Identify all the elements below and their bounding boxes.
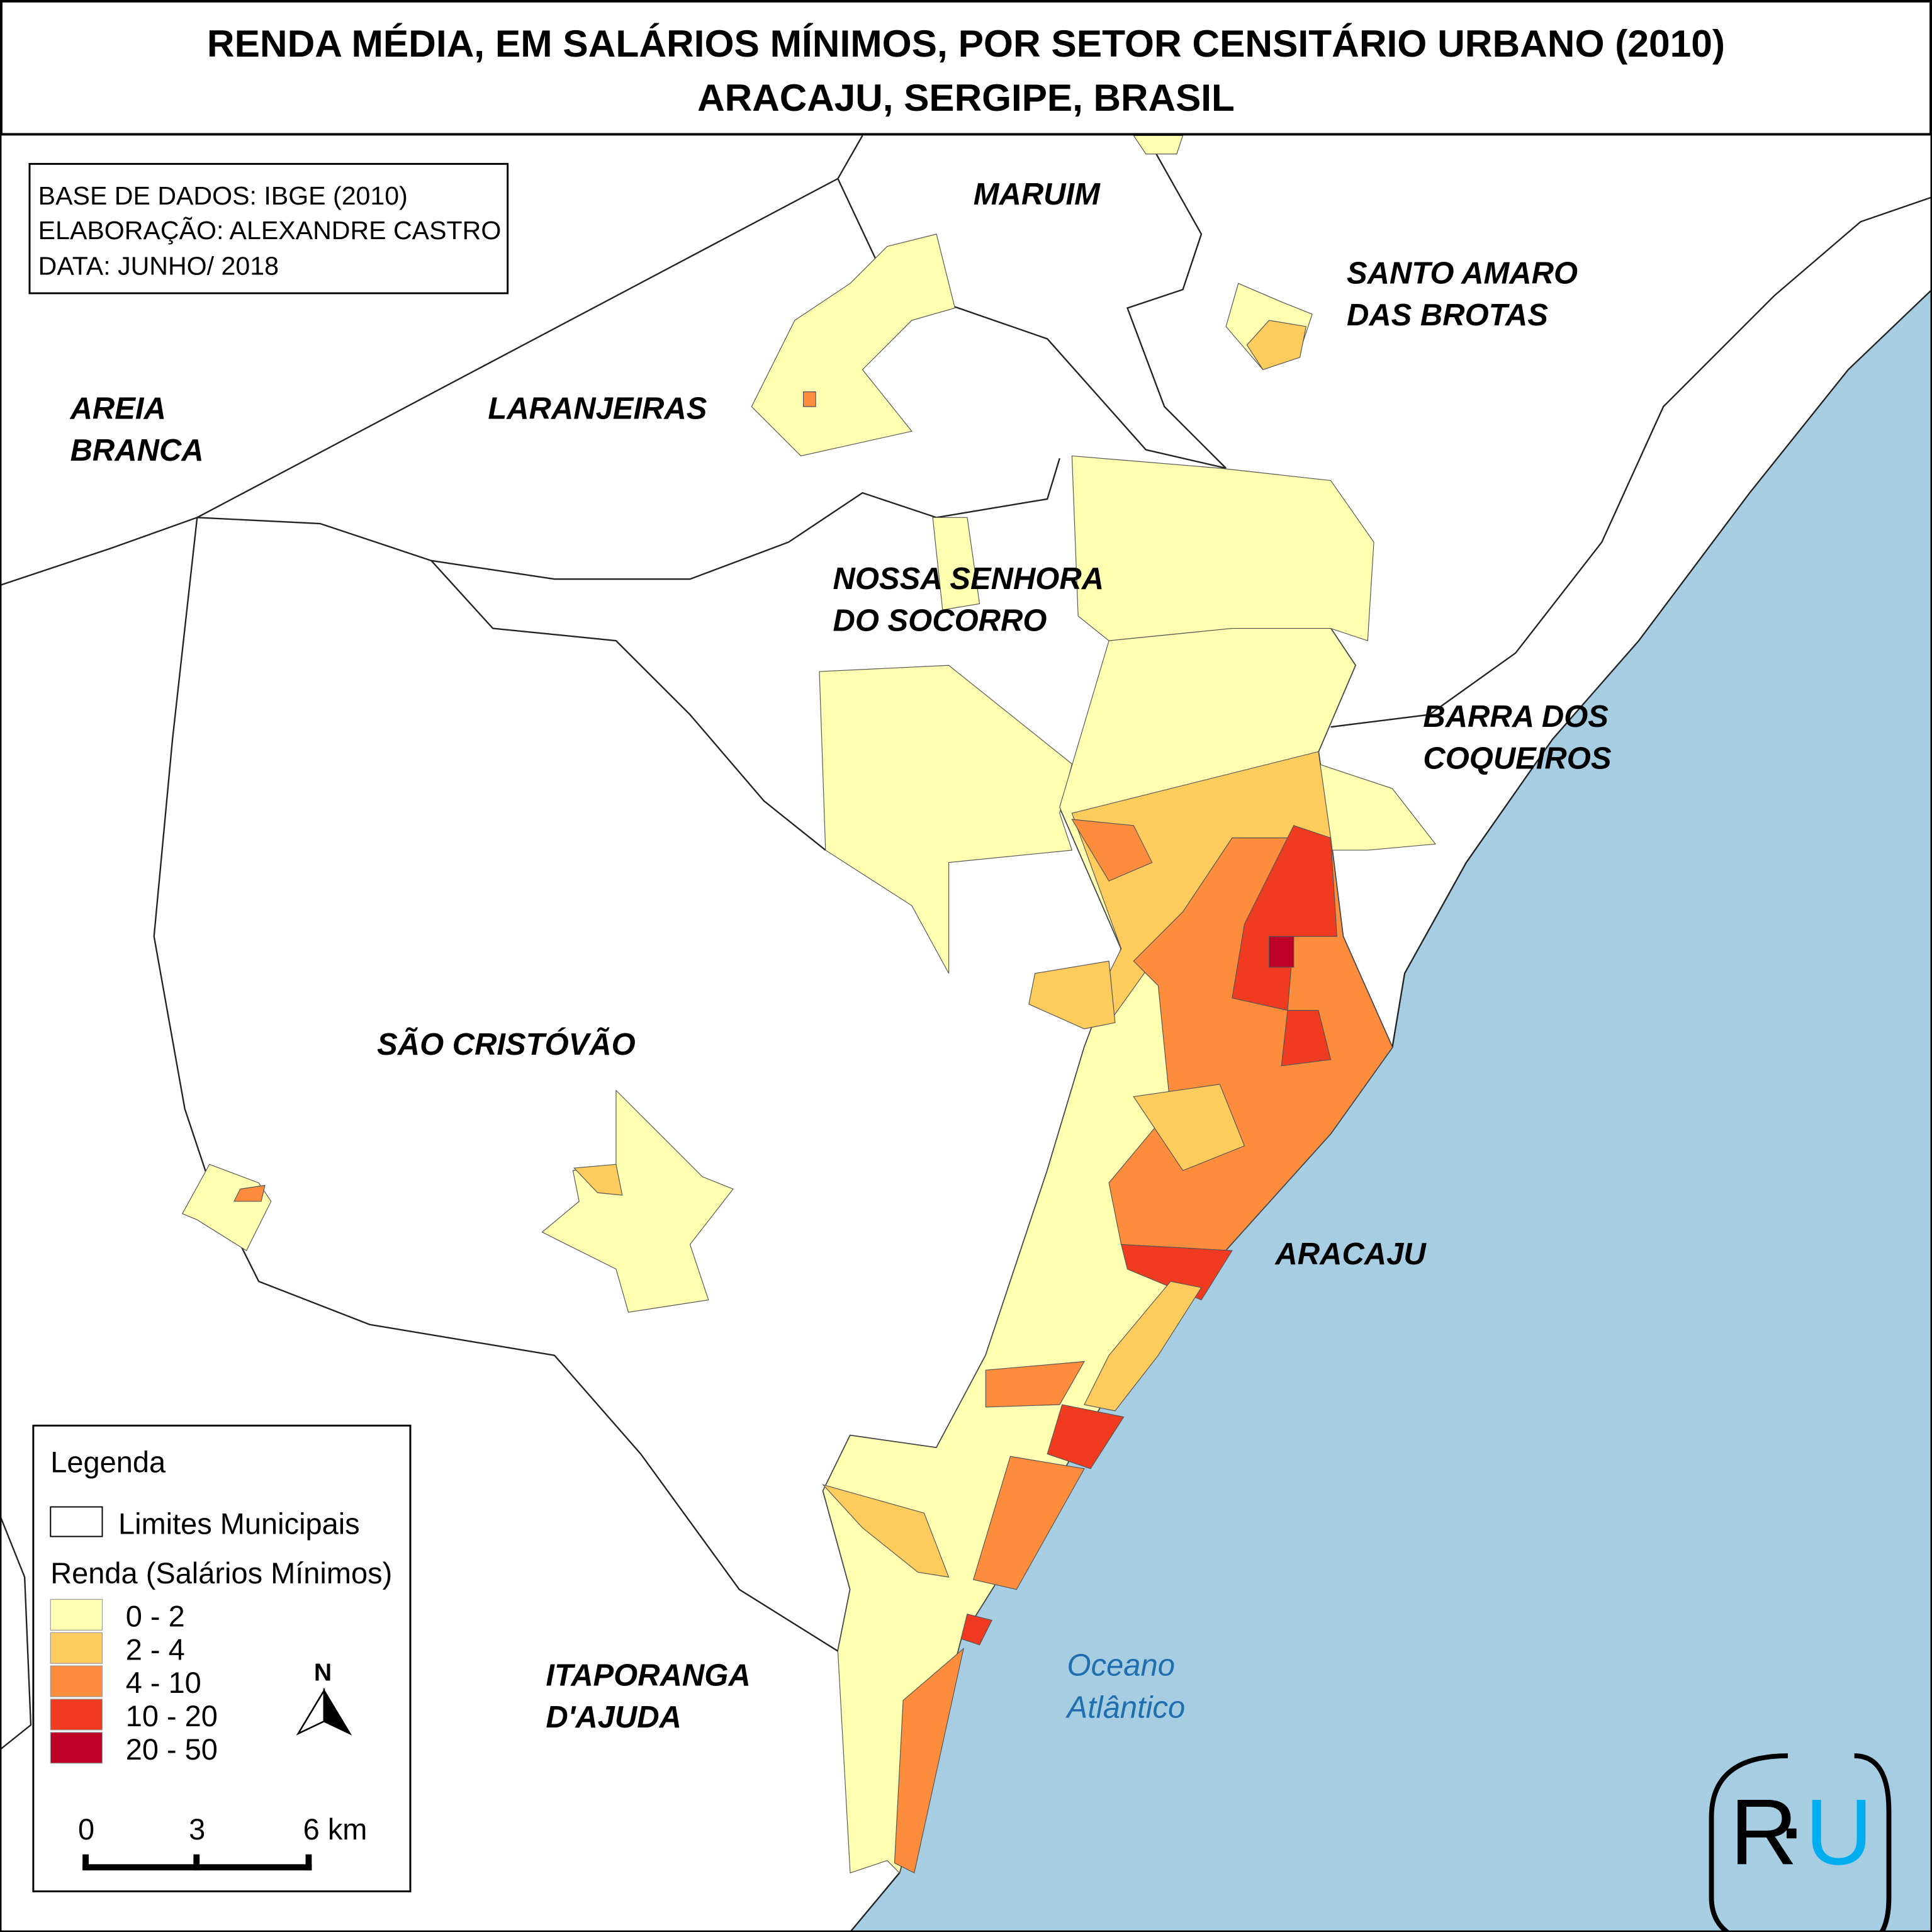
scale-tick-3: 3 [189,1812,205,1846]
census-sectors [181,135,1437,1874]
legend-swatch-1 [50,1632,103,1664]
north-label: N [314,1660,332,1687]
title-box [0,0,1932,136]
scale-tick-6: 6 km [303,1812,368,1846]
map-title-line2: ARACAJU, SERGIPE, BRASIL [697,76,1235,119]
label-nossa-senhora: NOSSA SENHORA [833,562,1104,596]
logo-r: R [1730,1779,1797,1884]
label-sao-cristovao: SÃO CRISTÓVÃO [377,1027,636,1062]
legend-class-label: 4 - 10 [126,1666,201,1699]
credit-source: BASE DE DADOS: IBGE (2010) [38,181,408,210]
legend-swatch-0 [50,1598,103,1631]
label-dajuda: D'AJUDA [546,1700,682,1734]
scale-bar: 0 3 6 km [78,1812,368,1871]
legend-renda-title: Renda (Salários Mínimos) [50,1556,392,1590]
label-itaporanga: ITAPORANGA [546,1658,750,1692]
legend-swatch-2 [50,1665,103,1697]
legend-title: Legenda [50,1446,166,1479]
legend: Legenda Limites Municipais Renda (Salári… [32,1424,412,1892]
legend-class-label: 20 - 50 [126,1733,218,1766]
ocean [850,289,1932,1932]
label-coqueiros: COQUEIROS [1423,742,1611,776]
legend-swatch-boundaries [50,1506,103,1537]
map-title-line1: RENDA MÉDIA, EM SALÁRIOS MÍNIMOS, POR SE… [207,22,1725,65]
label-branca: BRANCA [70,434,204,468]
legend-swatch-4 [50,1732,103,1764]
ru-logo: R U [1709,1753,1892,1932]
credit-date: DATA: JUNHO/ 2018 [38,252,279,281]
label-oceano: Oceano [1067,1649,1175,1683]
legend-label-boundaries: Limites Municipais [118,1507,360,1541]
scale-tick-0: 0 [78,1812,94,1846]
label-laranjeiras: LARANJEIRAS [488,392,707,426]
legend-class-label: 0 - 2 [126,1599,185,1632]
label-barra-dos: BARRA DOS [1423,700,1609,734]
credit-author: ELABORAÇÃO: ALEXANDRE CASTRO [38,216,502,245]
credits-box [28,162,509,295]
logo-u: U [1805,1779,1872,1884]
legend-class-label: 2 - 4 [126,1632,185,1666]
label-areia: AREIA [70,392,166,426]
legend-swatch-3 [50,1699,103,1731]
legend-class-label: 10 - 20 [126,1699,218,1733]
label-santo-amaro: SANTO AMARO [1347,256,1578,290]
north-arrow: N [296,1660,352,1736]
place-labels: MARUIM SANTO AMARO DAS BROTAS LARANJEIRA… [70,177,1612,1734]
label-aracaju: ARACAJU [1274,1237,1427,1271]
label-do-socorro: DO SOCORRO [833,604,1047,637]
label-atlantico: Atlântico [1065,1690,1186,1724]
label-maruim: MARUIM [974,177,1101,211]
label-das-brotas: DAS BROTAS [1347,298,1548,332]
